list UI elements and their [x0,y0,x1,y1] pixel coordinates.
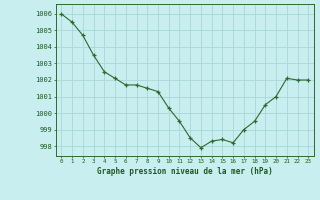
X-axis label: Graphe pression niveau de la mer (hPa): Graphe pression niveau de la mer (hPa) [97,167,273,176]
